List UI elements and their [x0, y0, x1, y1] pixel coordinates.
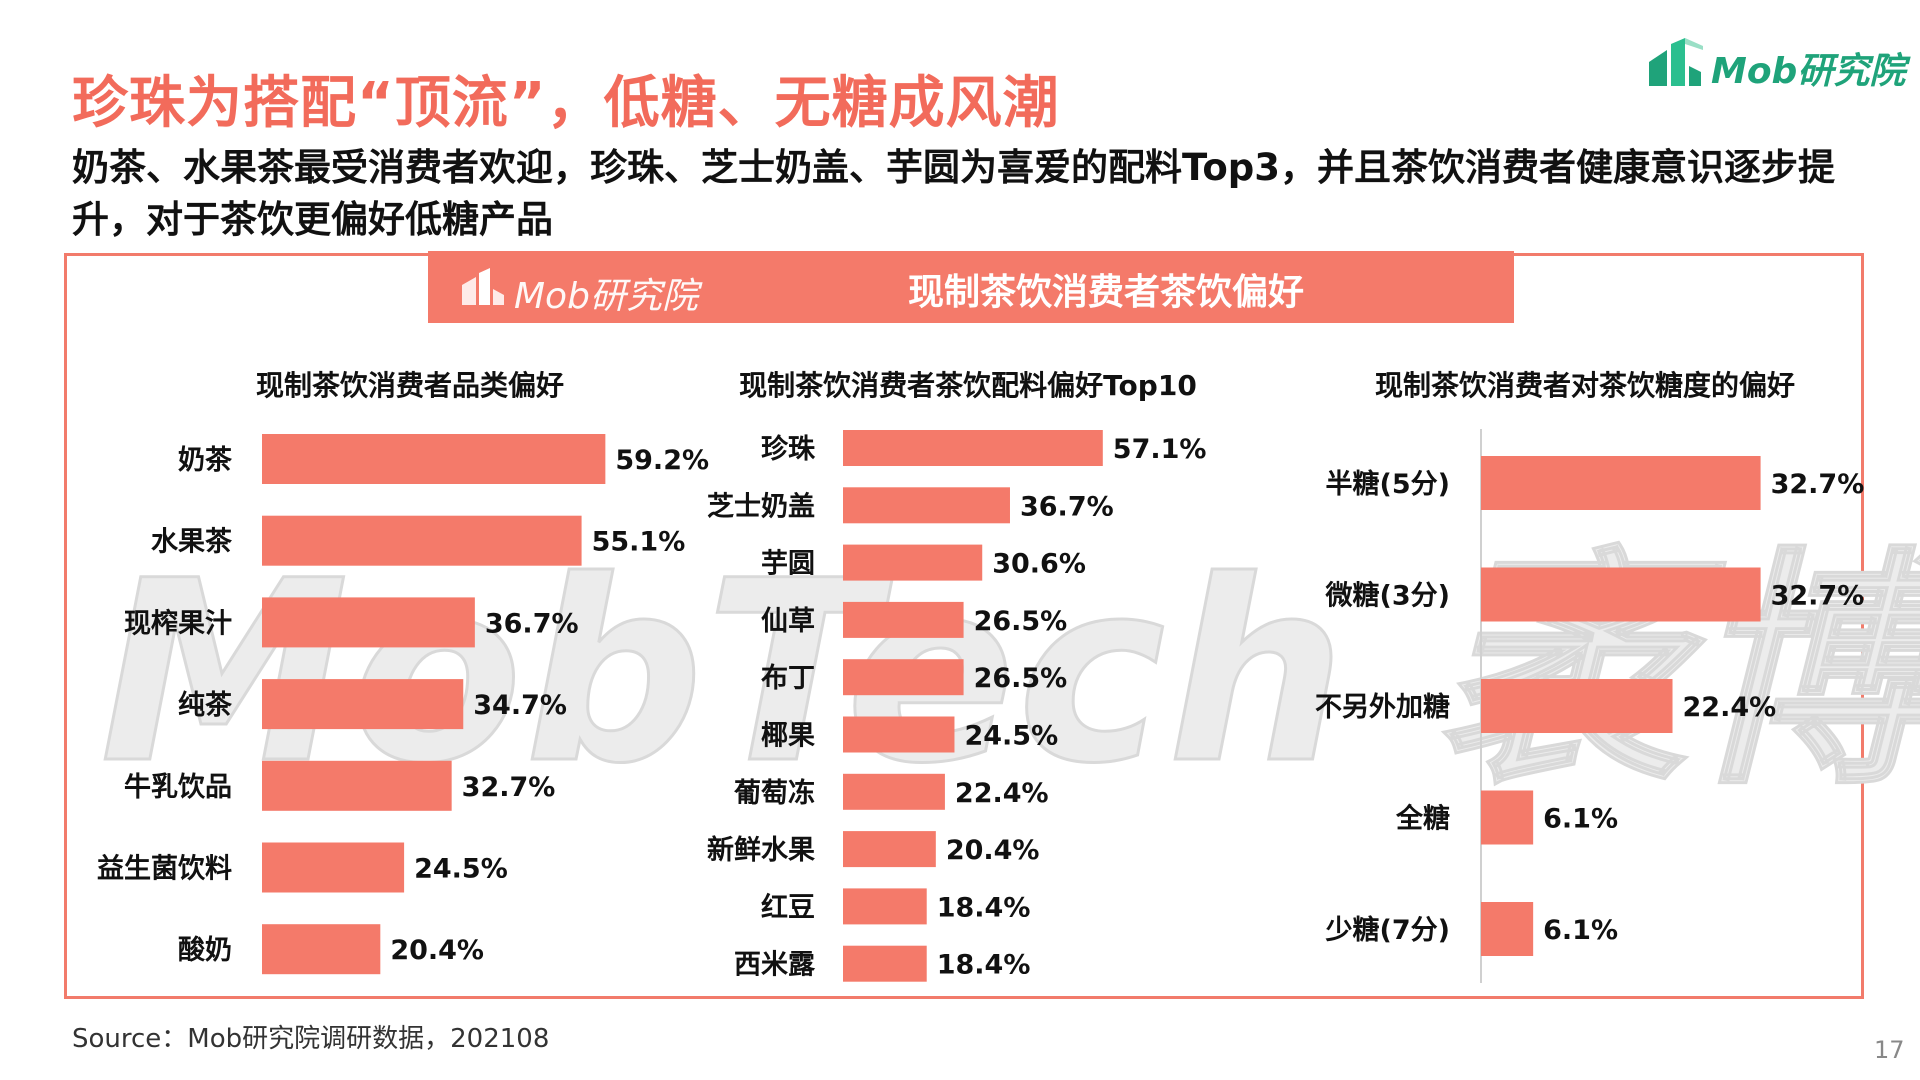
chart-2-category-label: 西米露 [734, 950, 816, 981]
chart-2-bar [843, 831, 936, 868]
banner-logo-text: Mob研究院 [514, 276, 698, 317]
brand-logo: Mob研究院 [1645, 34, 1905, 94]
panel-banner: Mob研究院 现制茶饮消费者茶饮偏好 [428, 251, 1514, 323]
source-note: Source：Mob研究院调研数据，202108 [72, 1024, 550, 1054]
chart-2-bar [843, 487, 1010, 524]
chart-2-bar [843, 659, 964, 696]
chart-1-bar [262, 597, 475, 648]
page-number: 17 [1874, 1036, 1905, 1064]
chart-3-title: 现制茶饮消费者对茶饮糖度的偏好 [1375, 369, 1795, 402]
chart-2-category-label: 椰果 [761, 721, 815, 752]
chart-2-value-label: 24.5% [964, 721, 1058, 752]
chart-2-value-label: 18.4% [937, 950, 1031, 981]
chart-1-value-label: 59.2% [615, 445, 709, 476]
chart-1-category-label: 牛乳饮品 [124, 772, 232, 803]
chart-3-value-label: 6.1% [1543, 915, 1618, 946]
chart-1-category-label: 酸奶 [178, 935, 232, 966]
chart-3-bar [1481, 790, 1534, 845]
chart-2-value-label: 26.5% [974, 663, 1068, 694]
chart-1-value-label: 32.7% [462, 772, 556, 803]
chart-1-value-label: 24.5% [414, 854, 508, 885]
chart-2-value-label: 57.1% [1113, 434, 1207, 465]
chart-1-category-label: 奶茶 [178, 445, 233, 476]
chart-3-bar [1481, 679, 1673, 733]
chart-2-category-label: 葡萄冻 [734, 777, 815, 809]
chart-1-category-label: 益生菌饮料 [97, 854, 232, 885]
chart-2-bar [843, 544, 983, 581]
chart-3-category-label: 半糖(5分) [1326, 468, 1450, 500]
chart-2-value-label: 22.4% [955, 778, 1049, 809]
chart-2-bar [843, 888, 927, 925]
brand-logo-text: Mob研究院 [1711, 51, 1906, 92]
building-logo-icon [1649, 38, 1703, 86]
page-subtitle: 奶茶、水果茶最受消费者欢迎，珍珠、芝士奶盖、芋圆为喜爱的配料Top3，并且茶饮消… [72, 146, 1835, 241]
chart-3-bar [1481, 902, 1534, 956]
chart-3-category-label: 全糖 [1395, 803, 1450, 835]
chart-1-value-label: 20.4% [390, 935, 484, 966]
chart-2-title: 现制茶饮消费者茶饮配料偏好Top10 [739, 369, 1197, 402]
chart-2-value-label: 18.4% [937, 892, 1031, 923]
chart-3-category-label: 微糖(3分) [1325, 580, 1450, 612]
chart-2-category-label: 芝士奶盖 [707, 491, 815, 522]
chart-1-category-label: 纯茶 [178, 689, 233, 721]
chart-1-bar [262, 924, 381, 975]
chart-1-value-label: 36.7% [485, 608, 579, 639]
chart-3-bar [1481, 456, 1761, 510]
chart-1-category-label: 水果茶 [151, 527, 233, 558]
chart-1-bar [262, 679, 464, 730]
chart-2-value-label: 26.5% [974, 606, 1068, 637]
chart-1-category-label: 现榨果汁 [124, 607, 232, 639]
chart-1-title: 现制茶饮消费者品类偏好 [256, 369, 564, 402]
chart-2-category-label: 芋圆 [761, 549, 815, 580]
chart-2-bar [843, 716, 955, 753]
page-title: 珍珠为搭配“顶流”，低糖、无糖成风潮 [72, 71, 1060, 136]
chart-2-category-label: 红豆 [761, 891, 815, 923]
chart-1-bar [262, 434, 606, 484]
chart-3-category-label: 少糖(7分) [1326, 914, 1450, 946]
banner-building-icon [462, 268, 504, 305]
chart-3-value-label: 6.1% [1543, 804, 1618, 835]
chart-3-value-label: 32.7% [1771, 469, 1865, 500]
chart-2-bar [843, 945, 927, 982]
chart-3-value-label: 22.4% [1683, 692, 1777, 723]
chart-2-value-label: 36.7% [1020, 491, 1114, 522]
chart-2-category-label: 新鲜水果 [707, 834, 815, 866]
banner-title: 现制茶饮消费者茶饮偏好 [908, 272, 1305, 313]
chart-3-bar [1481, 567, 1761, 622]
chart-2-bar [843, 430, 1103, 466]
chart-3-category-label: 不另外加糖 [1315, 691, 1450, 723]
chart-1-bar [262, 515, 582, 566]
chart-2-category-label: 珍珠 [761, 434, 816, 465]
chart-1-value-label: 34.7% [473, 690, 567, 721]
chart-2-category-label: 仙草 [761, 606, 815, 637]
chart-1-bar [262, 842, 405, 893]
chart-3-value-label: 32.7% [1771, 581, 1865, 612]
chart-2-value-label: 30.6% [992, 549, 1086, 580]
chart-2-bar [843, 601, 964, 638]
chart-1-value-label: 55.1% [592, 527, 686, 558]
chart-2-value-label: 20.4% [946, 835, 1040, 866]
chart-2-category-label: 布丁 [761, 663, 815, 694]
chart-2-bar [843, 773, 945, 810]
chart-1-bar [262, 760, 452, 811]
